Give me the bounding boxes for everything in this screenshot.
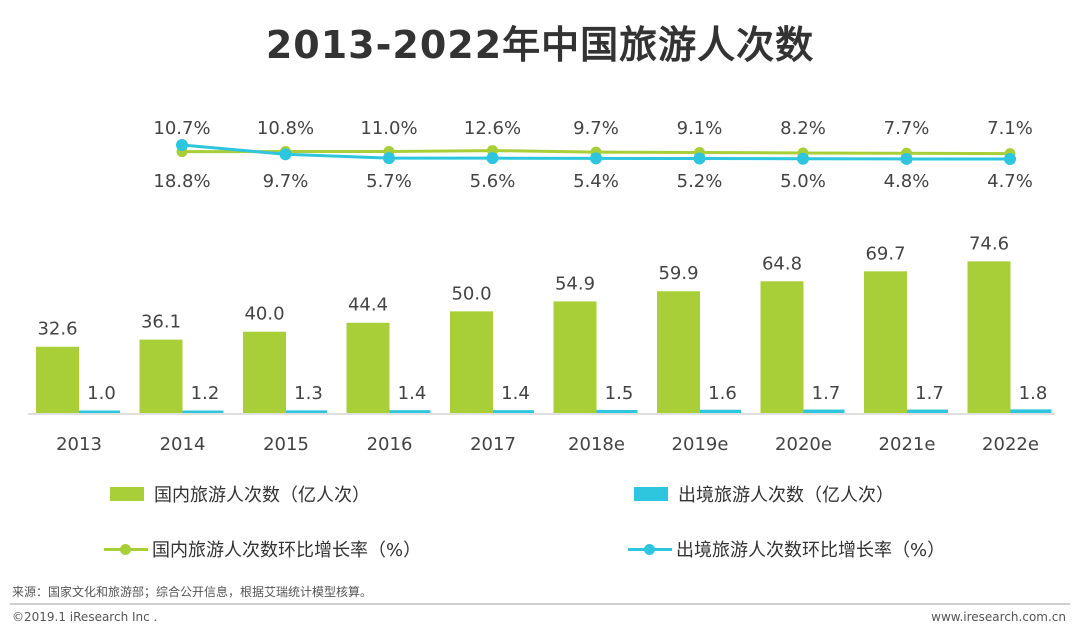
bar-outbound-2014 — [182, 410, 224, 413]
x-tick-2015: 2015 — [263, 434, 309, 455]
bar-label-outbound-2022e: 1.8 — [1019, 383, 1048, 404]
bar-outbound-2022e — [1010, 409, 1052, 413]
bar-label-outbound-2016: 1.4 — [398, 383, 427, 404]
x-tick-2020e: 2020e — [775, 434, 832, 455]
legend-outbound-line: 出境旅游人次数环比增长率（%） — [628, 536, 945, 562]
label-outbound-growth-2017: 5.6% — [470, 171, 516, 192]
x-tick-2013: 2013 — [56, 434, 102, 455]
label-domestic-growth-2016: 11.0% — [360, 118, 417, 139]
label-outbound-growth-2015: 9.7% — [263, 171, 309, 192]
label-domestic-growth-2021e: 7.7% — [884, 118, 930, 139]
x-tick-2017: 2017 — [470, 434, 516, 455]
bar-domestic-2016 — [346, 322, 390, 413]
bar-outbound-2016 — [389, 410, 431, 413]
source-note: 来源：国家文化和旅游部；综合公开信息，根据艾瑞统计模型核算。 — [12, 585, 373, 599]
point-outbound-growth-2022e — [1004, 153, 1016, 166]
x-tick-2014: 2014 — [160, 434, 206, 455]
legend-domestic-bar: 国内旅游人次数（亿人次） — [110, 481, 370, 507]
bar-label-domestic-2016: 44.4 — [348, 295, 388, 316]
legend-swatch-domestic-line — [104, 542, 148, 556]
bar-label-domestic-2017: 50.0 — [451, 283, 491, 304]
point-outbound-growth-2018e — [590, 152, 602, 165]
bar-label-domestic-2014: 36.1 — [141, 312, 181, 333]
label-outbound-growth-2014: 18.8% — [153, 171, 210, 192]
bar-domestic-2020e — [760, 281, 804, 413]
bar-label-outbound-2018e: 1.5 — [605, 383, 634, 404]
bar-label-domestic-2020e: 64.8 — [762, 253, 802, 274]
point-outbound-growth-2017 — [486, 152, 499, 165]
legend-outbound-bar: 出境旅游人次数（亿人次） — [634, 481, 894, 507]
bar-label-domestic-2021e: 69.7 — [865, 243, 905, 264]
point-outbound-growth-2019e — [693, 152, 706, 165]
bar-outbound-2013 — [79, 410, 120, 413]
bar-label-outbound-2017: 1.4 — [501, 383, 530, 404]
bar-outbound-2021e — [907, 409, 948, 413]
legend-label-domestic-line: 国内旅游人次数环比增长率（%） — [152, 540, 422, 561]
legend-label-outbound-line: 出境旅游人次数环比增长率（%） — [676, 540, 946, 561]
legend-swatch-domestic-bar — [110, 487, 144, 501]
bar-domestic-2013 — [36, 346, 79, 413]
label-domestic-growth-2014: 10.7% — [153, 118, 210, 139]
x-tick-2016: 2016 — [367, 434, 413, 455]
label-outbound-growth-2018e: 5.4% — [573, 171, 619, 192]
label-outbound-growth-2016: 5.7% — [366, 171, 412, 192]
bar-domestic-2018e — [553, 301, 597, 413]
bar-label-domestic-2013: 32.6 — [37, 319, 77, 340]
footer-divider — [10, 603, 1070, 605]
bar-domestic-2021e — [864, 271, 907, 413]
label-domestic-growth-2022e: 7.1% — [987, 118, 1033, 139]
bar-outbound-2018e — [596, 409, 638, 413]
label-outbound-growth-2022e: 4.7% — [987, 171, 1033, 192]
bar-label-domestic-2015: 40.0 — [244, 304, 284, 325]
bar-outbound-2020e — [803, 409, 845, 413]
x-tick-2022e: 2022e — [982, 434, 1039, 455]
bar-label-outbound-2020e: 1.7 — [812, 383, 841, 404]
bar-domestic-2015 — [243, 331, 286, 413]
bar-label-domestic-2022e: 74.6 — [969, 233, 1009, 254]
bar-domestic-2019e — [657, 291, 700, 413]
point-outbound-growth-2020e — [797, 152, 809, 165]
x-tick-2021e: 2021e — [879, 434, 936, 455]
label-domestic-growth-2017: 12.6% — [464, 118, 521, 139]
legend-swatch-outbound-bar — [634, 487, 668, 501]
legend-domestic-line: 国内旅游人次数环比增长率（%） — [104, 536, 421, 562]
bar-label-outbound-2015: 1.3 — [294, 383, 323, 404]
bar-label-outbound-2013: 1.0 — [87, 383, 116, 404]
point-outbound-growth-2021e — [900, 152, 913, 165]
label-outbound-growth-2021e: 4.8% — [884, 171, 930, 192]
x-tick-2019e: 2019e — [672, 434, 729, 455]
label-domestic-growth-2018e: 9.7% — [573, 118, 619, 139]
bar-label-outbound-2021e: 1.7 — [915, 383, 944, 404]
point-outbound-growth-2014 — [176, 139, 188, 151]
copyright-text: ©2019.1 iResearch Inc . — [12, 610, 158, 624]
legend-label-domestic-bar: 国内旅游人次数（亿人次） — [154, 485, 370, 506]
bar-label-outbound-2019e: 1.6 — [708, 383, 737, 404]
legend-swatch-outbound-line — [628, 542, 672, 556]
point-outbound-growth-2015 — [279, 148, 292, 161]
bar-domestic-2017 — [450, 311, 493, 413]
label-domestic-growth-2019e: 9.1% — [677, 118, 723, 139]
bar-outbound-2015 — [286, 410, 327, 413]
bar-label-domestic-2018e: 54.9 — [555, 273, 595, 294]
bar-outbound-2017 — [493, 410, 534, 413]
chart-title: 2013-2022年中国旅游人次数 — [265, 23, 815, 67]
bar-outbound-2019e — [700, 409, 741, 413]
label-domestic-growth-2020e: 8.2% — [780, 118, 826, 139]
bar-label-domestic-2019e: 59.9 — [658, 263, 698, 284]
label-domestic-growth-2015: 10.8% — [257, 118, 314, 139]
legend-label-outbound-bar: 出境旅游人次数（亿人次） — [678, 485, 894, 506]
point-outbound-growth-2016 — [383, 152, 395, 165]
label-outbound-growth-2019e: 5.2% — [677, 171, 723, 192]
bar-domestic-2014 — [139, 339, 183, 413]
website-link[interactable]: www.iresearch.com.cn — [931, 610, 1066, 624]
bar-domestic-2022e — [967, 261, 1011, 413]
bar-label-outbound-2014: 1.2 — [191, 383, 220, 404]
x-tick-2018e: 2018e — [568, 434, 625, 455]
label-outbound-growth-2020e: 5.0% — [780, 171, 826, 192]
